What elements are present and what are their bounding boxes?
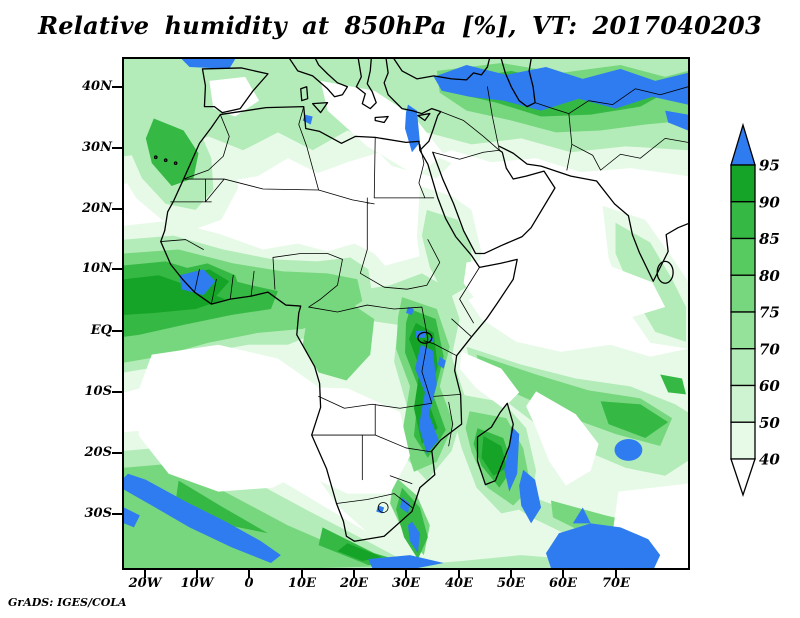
colorbar-label: 85 [759, 230, 780, 248]
lon-axis-tick [144, 570, 146, 578]
attribution: GrADS: IGES/COLA [8, 596, 127, 609]
colorbar-label: 60 [759, 377, 780, 395]
lon-axis-tick [405, 570, 407, 578]
colorbar-segment-below-40 [730, 458, 756, 498]
lon-tick-label: 50E [497, 576, 525, 591]
shade-95-plus [124, 59, 688, 568]
country-borders [160, 86, 688, 513]
lat-tick-label: 20S [84, 445, 112, 460]
colorbar-label: 80 [759, 267, 780, 285]
lat-axis-tick [112, 513, 122, 515]
lon-tick-label: 70E [602, 576, 630, 591]
dry-regions [137, 76, 688, 568]
lat-tick-label: 20N [82, 201, 112, 216]
lat-axis-tick [112, 330, 122, 332]
colorbar-label: 90 [759, 193, 780, 211]
lat-tick-label: 40N [82, 79, 112, 94]
page-title: Relative humidity at 850hPa [%], VT: 201… [38, 11, 762, 40]
lat-axis-tick [112, 208, 122, 210]
colorbar-segment-80-85 [730, 237, 756, 276]
lat-tick-label: 10N [82, 261, 112, 276]
lat-axis-tick [112, 391, 122, 393]
colorbar-label: 40 [759, 451, 780, 469]
lon-axis-tick [510, 570, 512, 578]
lon-tick-label: 30E [392, 576, 420, 591]
lon-axis-tick [353, 570, 355, 578]
colorbar: 95 90 85 80 75 70 60 50 40 [730, 122, 780, 498]
lon-axis-tick [196, 570, 198, 578]
lat-axis-tick [112, 147, 122, 149]
lon-tick-label: 60E [549, 576, 577, 591]
colorbar-segment-above-95 [730, 122, 756, 166]
lat-axis-tick [112, 86, 122, 88]
colorbar-segment-60-70 [730, 348, 756, 387]
lon-axis-tick [562, 570, 564, 578]
colorbar-segment-85-90 [730, 201, 756, 240]
lon-tick-label: 10E [288, 576, 316, 591]
lat-tick-label: EQ [90, 323, 112, 338]
lon-axis-tick [458, 570, 460, 578]
lon-axis-tick [301, 570, 303, 578]
lon-tick-label: 20W [128, 576, 162, 591]
lon-axis-tick [615, 570, 617, 578]
colorbar-label: 70 [759, 340, 780, 358]
lat-tick-label: 30N [82, 140, 112, 155]
colorbar-segment-40-50 [730, 421, 756, 460]
lat-axis-tick [112, 268, 122, 270]
colorbar-segment-90-95 [730, 164, 756, 203]
lon-axis-tick [248, 570, 250, 578]
lat-tick-label: 30S [84, 506, 112, 521]
colorbar-segment-70-75 [730, 311, 756, 350]
lat-axis-tick [112, 452, 122, 454]
colorbar-segment-75-80 [730, 274, 756, 313]
colorbar-label: 75 [759, 304, 780, 322]
lon-tick-label: 20E [340, 576, 368, 591]
lon-tick-label: 0 [244, 576, 254, 591]
map-frame [122, 57, 690, 570]
lat-tick-label: 10S [84, 384, 112, 399]
lon-tick-label: 40E [445, 576, 473, 591]
colorbar-segment-50-60 [730, 384, 756, 423]
map-field [124, 59, 688, 568]
colorbar-label: 50 [759, 414, 780, 432]
colorbar-label: 95 [759, 157, 780, 175]
lon-tick-label: 10W [180, 576, 214, 591]
